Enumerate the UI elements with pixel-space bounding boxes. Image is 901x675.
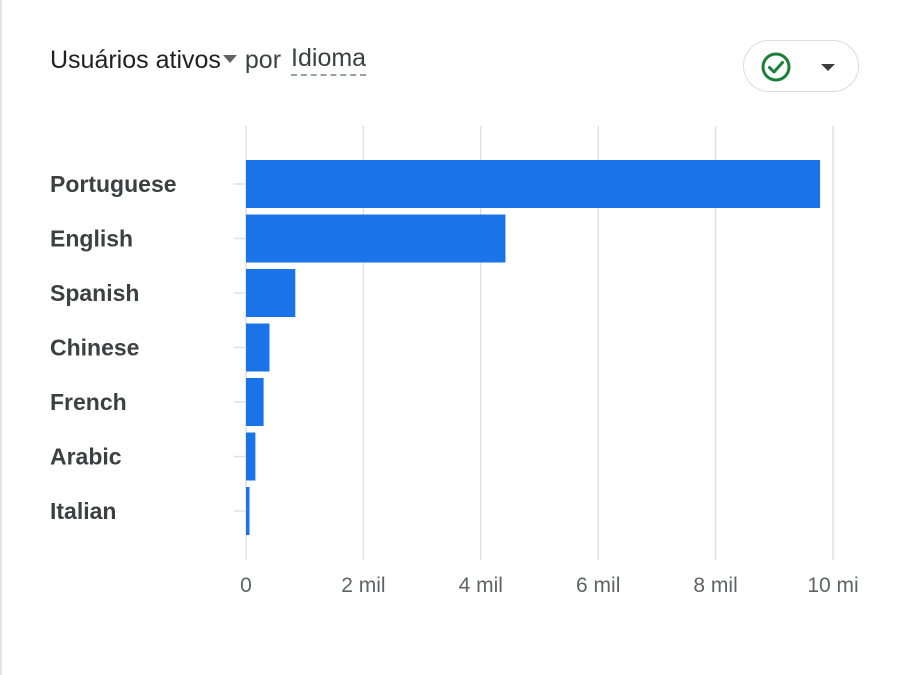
- bar-english[interactable]: [246, 214, 506, 263]
- bar-portuguese[interactable]: [246, 160, 821, 208]
- metric-selector[interactable]: Usuários ativos: [50, 46, 221, 75]
- bar-italian[interactable]: [246, 487, 250, 535]
- caret-down-icon: [821, 64, 835, 71]
- card-header: Usuários ativos por Idioma: [50, 40, 367, 80]
- bar-french[interactable]: [246, 378, 264, 426]
- bar-spanish[interactable]: [246, 269, 296, 317]
- metric-label: Usuários ativos: [50, 45, 221, 74]
- bar-arabic[interactable]: [246, 432, 256, 481]
- x-tick-label: 10 mi: [807, 574, 858, 597]
- x-tick-label: 4 mil: [459, 574, 503, 597]
- x-tick-label: 8 mil: [693, 574, 737, 597]
- category-label: Arabic: [50, 444, 122, 470]
- x-tick-label: 6 mil: [576, 574, 620, 597]
- by-label: por: [244, 45, 282, 74]
- metric-dropdown-icon[interactable]: [222, 55, 237, 63]
- comparison-button[interactable]: [743, 40, 859, 92]
- category-label: Portuguese: [50, 171, 177, 197]
- category-label: French: [50, 389, 127, 415]
- x-tick-label: 0: [240, 574, 252, 597]
- category-label: Spanish: [50, 280, 139, 306]
- category-label: Chinese: [50, 335, 139, 361]
- bar-chinese[interactable]: [246, 323, 270, 372]
- check-circle-icon: [761, 52, 791, 82]
- category-label: English: [50, 226, 133, 252]
- category-label: Italian: [50, 498, 116, 524]
- x-tick-label: 2 mil: [341, 574, 385, 597]
- dimension-selector[interactable]: Idioma: [291, 44, 367, 76]
